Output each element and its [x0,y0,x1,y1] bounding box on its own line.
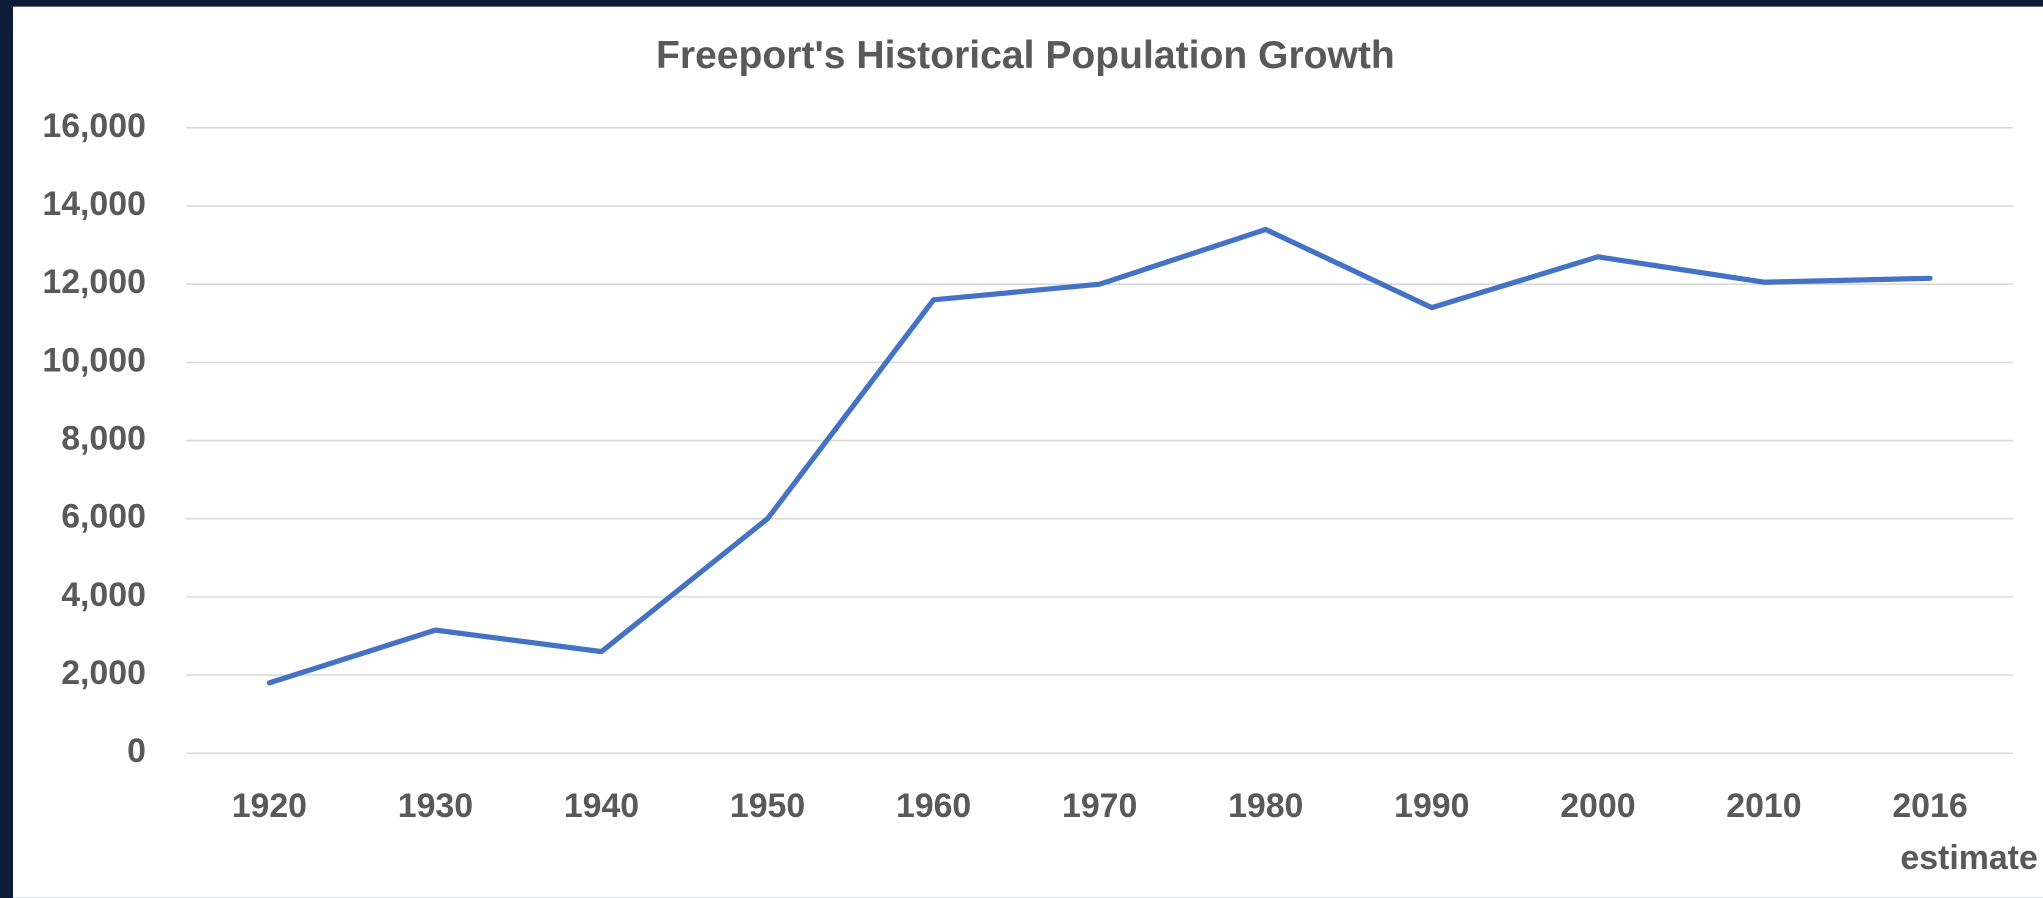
y-tick-label: 12,000 [42,263,146,301]
y-tick-label: 2,000 [61,654,146,692]
x-tick-label: 2016 estimate [1892,787,2037,877]
x-tick-label: 1940 [564,787,639,825]
x-tick-label: 1990 [1394,787,1469,825]
y-tick-label: 6,000 [61,498,146,536]
x-tick-label: 1930 [398,787,473,825]
y-tick-label: 8,000 [61,419,146,457]
chart-title: Freeport's Historical Population Growth [656,34,1395,77]
y-tick-label: 16,000 [42,107,146,145]
x-tick-label: 2010 [1726,787,1801,825]
x-tick-label: 1920 [232,787,307,825]
y-tick-label: 4,000 [61,576,146,614]
y-tick-label: 10,000 [42,341,146,379]
y-tick-label: 0 [127,732,146,770]
x-tick-label: 1960 [896,787,971,825]
x-tick-label: 1970 [1062,787,1137,825]
x-tick-label: 2000 [1560,787,1635,825]
x-tick-label: 1980 [1228,787,1303,825]
x-tick-label: 1950 [730,787,805,825]
chart-panel [13,6,2043,898]
data-line [266,226,1933,686]
y-tick-label: 14,000 [42,185,146,223]
